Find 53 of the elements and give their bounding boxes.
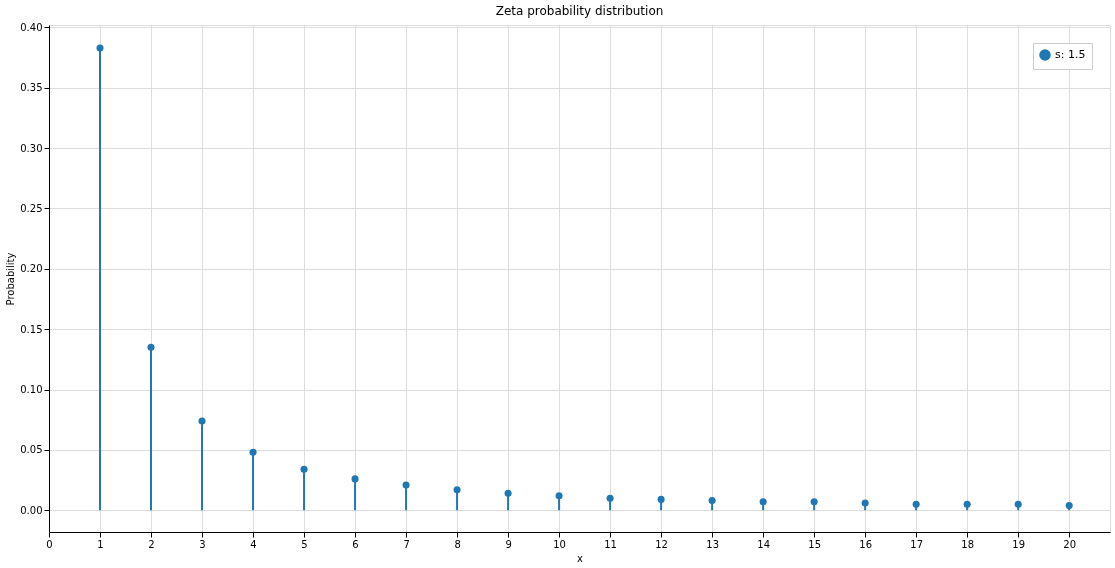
y-tick-label: 0.10: [20, 384, 43, 396]
x-tick-label: 9: [505, 538, 512, 550]
x-tick-label: 1: [97, 538, 104, 550]
y-tick-label: 0.25: [20, 202, 43, 214]
x-tick-label: 0: [46, 538, 53, 550]
x-tick-label: 19: [1012, 538, 1026, 550]
x-tick-label: 16: [859, 538, 873, 550]
y-tick-label: 0.15: [20, 323, 43, 335]
x-tick-label: 11: [604, 538, 617, 550]
x-tick-label: 5: [301, 538, 308, 550]
y-tick-label: 0.35: [20, 82, 43, 94]
point: [453, 486, 461, 494]
point: [810, 498, 818, 506]
x-tick-label: 20: [1063, 538, 1077, 550]
point: [351, 475, 359, 483]
y-tick-label: 0.05: [20, 444, 43, 456]
x-tick-label: 2: [148, 538, 155, 550]
point: [708, 497, 716, 505]
y-tick-label: 0.00: [20, 504, 43, 516]
point: [504, 489, 512, 497]
x-tick-label: 15: [808, 538, 822, 550]
x-axis-title: x: [577, 552, 584, 564]
point: [1014, 500, 1022, 508]
x-tick-label: 6: [352, 538, 359, 550]
point: [657, 495, 665, 503]
x-tick-label: 14: [757, 538, 770, 550]
x-tick-label: 7: [403, 538, 410, 550]
point: [402, 481, 410, 489]
y-tick-label: 0.40: [20, 21, 43, 33]
point: [606, 494, 614, 502]
point: [963, 500, 971, 508]
x-tick-label: 12: [655, 538, 668, 550]
point: [96, 44, 104, 52]
point: [555, 492, 563, 500]
x-tick-label: 8: [454, 538, 461, 550]
point: [198, 417, 206, 425]
legend-label: s: 1.5: [1055, 48, 1086, 61]
point: [759, 498, 767, 506]
x-tick-label: 10: [553, 538, 566, 550]
point: [861, 499, 869, 507]
point: [912, 500, 920, 508]
x-tick-label: 13: [706, 538, 719, 550]
y-axis-title: Probability: [5, 252, 17, 306]
point: [300, 465, 308, 473]
x-tick-label: 17: [910, 538, 924, 550]
y-tick-label: 0.20: [20, 263, 43, 275]
x-tick-label: 4: [250, 538, 257, 550]
x-tick-label: 3: [199, 538, 206, 550]
point: [147, 343, 155, 351]
x-tick-label: 18: [961, 538, 975, 550]
point: [249, 448, 257, 456]
y-tick-label: 0.30: [20, 142, 43, 154]
chart-title: Zeta probability distribution: [495, 4, 664, 19]
